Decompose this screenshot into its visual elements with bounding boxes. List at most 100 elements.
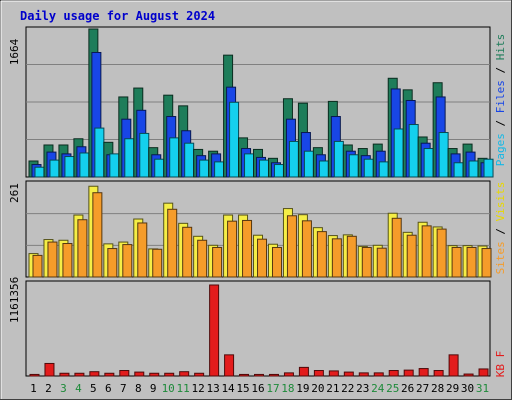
pages-bar-day-3 <box>64 156 75 178</box>
kb-bar-day-27 <box>418 368 429 377</box>
kb-bar-day-31 <box>478 368 489 377</box>
pages-bar-day-27 <box>423 148 434 178</box>
kb-bar-day-19 <box>298 366 309 377</box>
sites-bar-day-17 <box>271 246 282 278</box>
kb-bar-day-9 <box>149 372 160 377</box>
kb-bar-day-29 <box>448 354 459 377</box>
sites-bar-day-13 <box>212 246 223 278</box>
sites-bar-day-4 <box>77 219 88 278</box>
x-tick-label-day-13: 13 <box>206 382 219 395</box>
kb-panel <box>25 280 491 377</box>
sites-bar-day-8 <box>137 222 148 278</box>
x-tick-label-day-4: 4 <box>75 382 82 395</box>
x-tick-label-day-2: 2 <box>45 382 52 395</box>
sites-bar-day-23 <box>361 246 372 278</box>
pages-bar-day-4 <box>79 152 90 178</box>
chart-title: Daily usage for August 2024 <box>20 9 215 23</box>
pages-bar-day-31 <box>483 158 494 178</box>
sites-bar-day-3 <box>62 243 73 278</box>
legend-hits: Hits <box>494 34 507 61</box>
pages-bar-day-7 <box>124 138 135 178</box>
x-tick-label-day-10: 10 <box>162 382 175 395</box>
x-tick-label-day-17: 17 <box>266 382 279 395</box>
pages-bar-day-25 <box>393 128 404 178</box>
x-tick-label-day-26: 26 <box>401 382 414 395</box>
kb-bar-day-12 <box>194 372 205 377</box>
panel2-legend: Sites / Visits <box>494 182 507 275</box>
sites-bar-day-6 <box>107 248 118 278</box>
x-tick-label-day-8: 8 <box>135 382 142 395</box>
kb-bar-day-16 <box>254 373 265 377</box>
kb-bar-day-24 <box>373 372 384 377</box>
pages-bar-day-5 <box>94 127 105 178</box>
pages-bar-day-29 <box>453 162 464 178</box>
x-tick-label-day-7: 7 <box>120 382 127 395</box>
x-tick-label-day-22: 22 <box>341 382 354 395</box>
legend-files: Files <box>494 80 507 113</box>
pages-bar-day-12 <box>199 159 210 178</box>
pages-bar-day-16 <box>259 159 270 178</box>
kb-bar-day-30 <box>463 373 474 377</box>
legend-sep-3: / <box>494 221 507 241</box>
legend-sep-2: / <box>494 60 507 80</box>
kb-bar-day-23 <box>358 372 369 377</box>
x-tick-label-day-1: 1 <box>30 382 37 395</box>
kb-bar-day-21 <box>328 370 339 377</box>
kb-bar-day-7 <box>119 370 130 377</box>
sites-bar-day-28 <box>436 228 447 278</box>
kb-bar-day-14 <box>224 354 235 377</box>
pages-bar-day-15 <box>244 153 255 178</box>
kb-bar-day-10 <box>164 372 175 377</box>
sites-bar-day-15 <box>242 219 253 278</box>
pages-bar-day-9 <box>154 158 165 178</box>
x-tick-label-day-23: 23 <box>356 382 369 395</box>
sites-bar-day-26 <box>406 234 417 278</box>
sites-bar-day-30 <box>466 246 477 278</box>
x-tick-label-day-14: 14 <box>221 382 235 395</box>
pages-bar-day-2 <box>49 159 60 178</box>
x-tick-label-day-12: 12 <box>192 382 205 395</box>
x-tick-label-day-29: 29 <box>446 382 459 395</box>
legend-sep-1: / <box>494 113 507 133</box>
pages-bar-day-18 <box>288 140 299 178</box>
panel-frame <box>25 280 491 377</box>
x-tick-label-day-19: 19 <box>296 382 309 395</box>
pages-bar-day-22 <box>348 154 359 178</box>
pages-bar-day-13 <box>214 161 225 178</box>
panel2-ymax-label: 261 <box>8 183 21 203</box>
sites-bar-day-12 <box>197 239 208 278</box>
kb-bar-day-20 <box>313 370 324 377</box>
x-tick-label-day-30: 30 <box>461 382 474 395</box>
x-axis-day-labels: 1 2 3 4 5 6 7 8 9 10 11 12 13 14 15 16 17 18 19 20 21 22 23 24 2… <box>30 382 489 395</box>
kb-bar-day-26 <box>403 369 414 377</box>
legend-pages: Pages <box>494 133 507 166</box>
pages-bar-day-26 <box>408 124 419 178</box>
sites-bar-day-27 <box>421 225 432 278</box>
sites-bar-day-11 <box>182 226 193 278</box>
x-tick-label-day-20: 20 <box>311 382 324 395</box>
x-tick-label-day-5: 5 <box>90 382 97 395</box>
kb-bar-day-28 <box>433 370 444 377</box>
sites-bar-day-1 <box>32 254 43 278</box>
visits-sites-panel <box>25 180 492 278</box>
pages-bar-day-30 <box>468 160 479 178</box>
pages-bar-day-17 <box>273 164 284 178</box>
kb-bar-day-2 <box>44 362 55 377</box>
x-tick-label-day-31: 31 <box>476 382 489 395</box>
panel3-legend: KB F <box>494 351 507 378</box>
kb-bar-day-5 <box>89 371 100 377</box>
x-tick-label-day-21: 21 <box>326 382 339 395</box>
kb-bar-day-13 <box>209 284 220 377</box>
x-tick-label-day-18: 18 <box>281 382 294 395</box>
kb-bar-day-8 <box>134 371 145 377</box>
sites-bar-day-25 <box>391 217 402 278</box>
kb-bar-day-11 <box>179 371 190 377</box>
pages-bar-day-8 <box>139 132 150 178</box>
sites-bar-day-7 <box>122 244 133 278</box>
kb-bar-day-22 <box>343 371 354 377</box>
x-tick-label-day-9: 9 <box>150 382 157 395</box>
x-tick-label-day-11: 11 <box>177 382 190 395</box>
sites-bar-day-24 <box>376 247 387 278</box>
kb-bar-day-18 <box>283 372 294 377</box>
sites-bar-day-10 <box>167 208 178 278</box>
